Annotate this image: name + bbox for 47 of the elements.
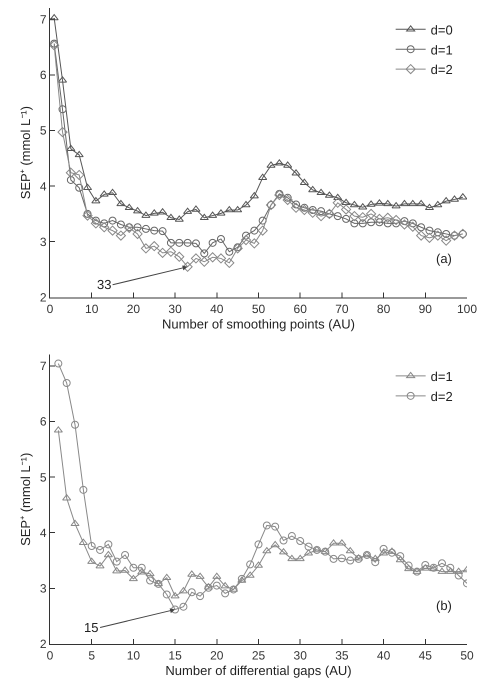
- x-tick-label: 10: [126, 648, 140, 662]
- y-axis-title: SEP⁺ (mmol L⁻¹): [18, 452, 33, 546]
- x-tick-label: 20: [126, 302, 140, 316]
- x-tick-label: 30: [294, 648, 308, 662]
- annotation: (a): [436, 251, 452, 266]
- annotation: 33: [97, 277, 112, 292]
- x-tick-label: 70: [335, 302, 349, 316]
- y-tick-label: 4: [40, 526, 47, 540]
- legend-label: d=1: [430, 369, 453, 384]
- x-tick-label: 50: [460, 648, 474, 662]
- y-tick-label: 6: [40, 414, 47, 429]
- x-tick-label: 100: [456, 302, 478, 316]
- x-tick-label: 35: [335, 648, 349, 662]
- x-tick-label: 40: [376, 648, 391, 662]
- legend-label: d=0: [430, 22, 453, 38]
- y-tick-label: 5: [40, 124, 47, 138]
- x-tick-label: 90: [418, 302, 432, 316]
- x-tick-label: 15: [168, 648, 182, 662]
- x-tick-label: 30: [168, 302, 182, 316]
- x-tick-label: 10: [85, 302, 99, 316]
- x-tick-label: 45: [418, 648, 432, 662]
- y-tick-label: 7: [40, 358, 47, 373]
- x-tick-label: 50: [252, 302, 266, 316]
- legend-label: d=1: [430, 42, 453, 58]
- y-axis-title: SEP⁺ (mmol L⁻¹): [18, 106, 33, 200]
- x-tick-label: 20: [210, 648, 224, 662]
- y-tick-label: 4: [40, 179, 47, 194]
- y-tick-label: 3: [40, 582, 47, 596]
- annotation: 15: [84, 620, 98, 635]
- y-tick-label: 2: [40, 637, 47, 652]
- y-tick-label: 2: [40, 290, 47, 305]
- x-tick-label: 80: [376, 302, 391, 316]
- x-tick-label: 40: [210, 302, 224, 316]
- y-tick-label: 3: [40, 234, 47, 249]
- x-axis-title: Number of smoothing points (AU): [162, 316, 355, 332]
- legend-label: d=2: [430, 62, 453, 78]
- x-tick-label: 5: [88, 648, 96, 662]
- x-tick-label: 25: [252, 648, 266, 662]
- y-tick-label: 7: [40, 12, 47, 26]
- x-tick-label: 0: [46, 302, 54, 316]
- y-tick-label: 6: [40, 68, 47, 82]
- x-tick-label: 0: [46, 648, 54, 662]
- x-axis-title: Number of differential gaps (AU): [165, 663, 352, 678]
- x-tick-label: 60: [294, 302, 308, 316]
- y-tick-label: 5: [40, 470, 47, 484]
- legend-label: d=2: [430, 388, 453, 404]
- annotation: (b): [436, 598, 452, 613]
